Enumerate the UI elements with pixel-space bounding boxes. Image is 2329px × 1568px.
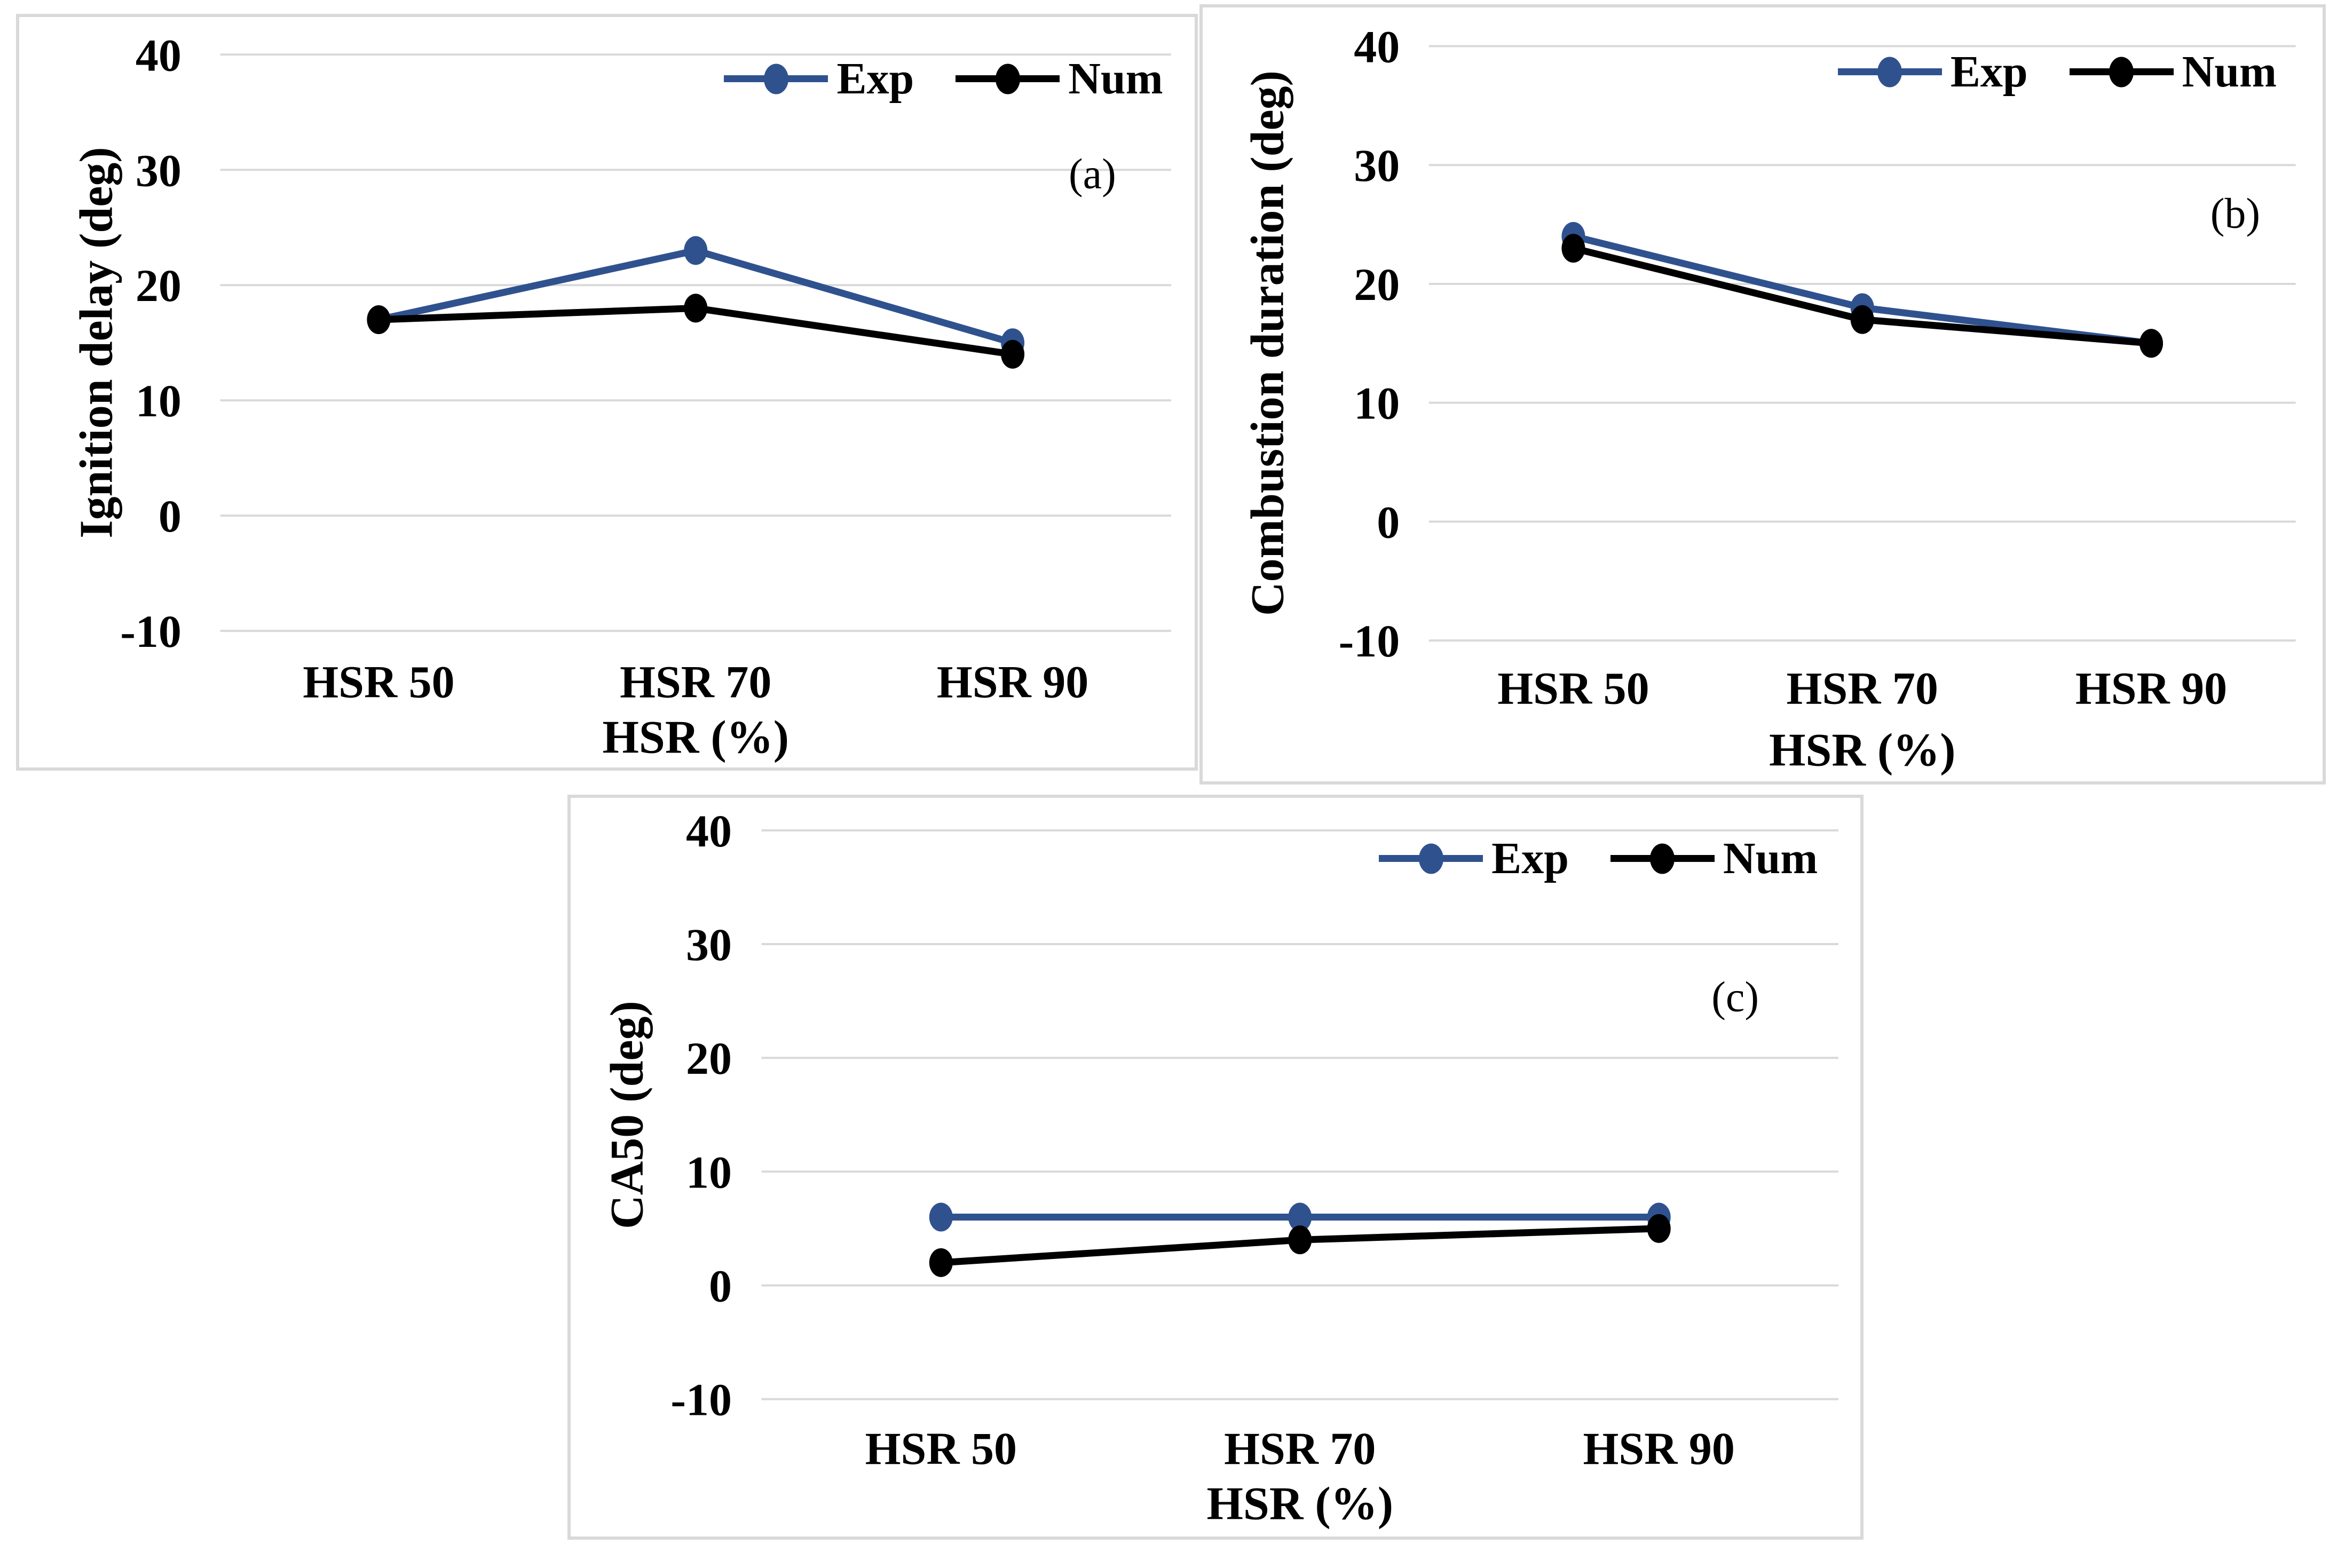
x-category-label: HSR 70 [1224, 1423, 1376, 1474]
y-axis-title: CA50 (deg) [601, 1000, 653, 1229]
legend: Exp Num [1379, 836, 1818, 881]
legend-item-num: Num [2069, 46, 2277, 97]
legend: Exp Num [724, 53, 1163, 104]
x-category-label: HSR 90 [2075, 663, 2227, 714]
legend-label-exp: Exp [1491, 833, 1569, 883]
x-category-label: HSR 50 [1497, 663, 1649, 714]
x-category-label: HSR 70 [620, 656, 771, 707]
chart-canvas-b: 40 30 20 10 0 -10 HSR 50 HSR 70 HSR 90 [1339, 21, 2296, 714]
legend-marker-exp-icon [1379, 855, 1483, 862]
legend-marker-exp-icon [724, 75, 828, 83]
legend-marker-num-icon [2069, 68, 2174, 76]
y-tick-label: 30 [1354, 140, 1400, 191]
y-tick-label: -10 [1339, 615, 1400, 667]
y-tick-label: 20 [1354, 259, 1400, 310]
legend: Exp Num [1837, 46, 2277, 97]
series-marker-num [1288, 1225, 1312, 1255]
y-tick-label: 20 [686, 1033, 732, 1084]
y-tick-label: 0 [1377, 496, 1400, 548]
y-tick-label: -10 [120, 606, 181, 657]
series-marker-exp [684, 236, 708, 265]
y-tick-label: 10 [686, 1146, 732, 1198]
legend-item-exp: Exp [1837, 46, 2028, 97]
x-category-label: HSR 50 [865, 1423, 1017, 1474]
panel-letter: (c) [1711, 973, 1759, 1021]
series-marker-num [367, 305, 391, 335]
y-tick-label: 40 [136, 29, 181, 81]
x-category-label: HSR 90 [937, 656, 1088, 707]
y-axis-title: Combustion duration (deg) [1242, 70, 1294, 616]
y-tick-label: 20 [136, 260, 181, 311]
x-category-label: HSR 70 [1787, 663, 1938, 714]
y-tick-label: 40 [686, 805, 732, 857]
chart-panel-b: 40 30 20 10 0 -10 HSR 50 HSR 70 HSR 90 Combustio… [1199, 4, 2326, 785]
legend-marker-num-icon [956, 75, 1060, 83]
series-marker-num [929, 1248, 953, 1277]
legend-label-num: Num [2182, 46, 2277, 97]
legend-label-num: Num [1723, 833, 1818, 883]
series-marker-num [1561, 234, 1585, 263]
legend-label-exp: Exp [1950, 46, 2028, 97]
x-axis-title: HSR (%) [1206, 1478, 1394, 1530]
series-marker-exp [1288, 1202, 1312, 1232]
legend-item-exp: Exp [724, 53, 914, 104]
panel-letter: (b) [2210, 190, 2260, 237]
y-tick-label: 30 [136, 145, 181, 196]
legend-label-exp: Exp [836, 53, 914, 104]
chart-canvas-c: 40 30 20 10 0 -10 HSR 50 HSR 70 HSR 90 [670, 805, 1838, 1474]
series-marker-num [2139, 329, 2164, 358]
y-tick-label: 0 [709, 1260, 732, 1311]
series-marker-num [1001, 339, 1025, 369]
panel-letter: (a) [1069, 151, 1116, 198]
series-marker-num [684, 294, 708, 323]
y-tick-label: 10 [1354, 378, 1400, 429]
y-tick-label: 30 [686, 919, 732, 970]
x-axis-title: HSR (%) [1769, 724, 1956, 777]
chart-canvas-a: 40 30 20 10 0 -10 HSR 50 HSR 70 HSR 90 [120, 29, 1171, 707]
series-marker-num [1647, 1214, 1671, 1243]
series-marker-num [1850, 305, 1874, 334]
y-tick-label: 0 [159, 490, 181, 542]
legend-label-num: Num [1068, 53, 1163, 104]
legend-marker-num-icon [1610, 855, 1715, 862]
chart-panel-a: 40 30 20 10 0 -10 HSR 50 HSR 70 HSR 90 Ignition … [16, 14, 1198, 771]
y-tick-label: 40 [1354, 21, 1400, 73]
legend-marker-exp-icon [1837, 68, 1942, 76]
legend-item-exp: Exp [1379, 836, 1569, 881]
legend-item-num: Num [956, 53, 1163, 104]
chart-panel-c: 40 30 20 10 0 -10 HSR 50 HSR 70 HSR 90 CA50 (deg… [567, 795, 1864, 1540]
x-category-label: HSR 50 [303, 656, 454, 707]
series-marker-exp [929, 1202, 953, 1232]
y-tick-label: 10 [136, 375, 181, 426]
y-axis-title: Ignition delay (deg) [70, 147, 123, 538]
x-category-label: HSR 90 [1583, 1423, 1735, 1474]
y-tick-label: -10 [670, 1374, 732, 1426]
legend-item-num: Num [1610, 836, 1818, 881]
x-axis-title: HSR (%) [602, 711, 790, 764]
